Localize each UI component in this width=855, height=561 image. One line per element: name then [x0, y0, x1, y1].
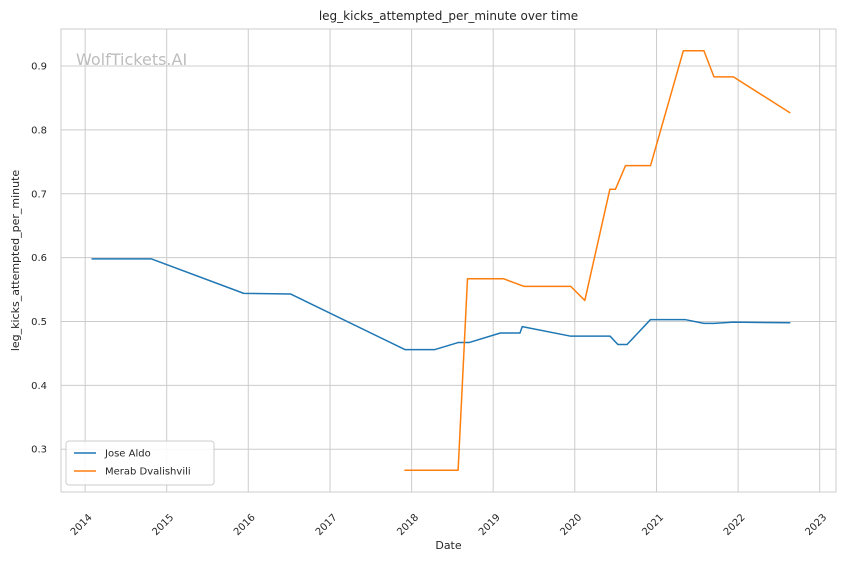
y-axis-label: leg_kicks_attempted_per_minute: [9, 170, 22, 352]
y-axis-ticks: 0.3 0.4 0.5 0.6 0.7 0.8 0.9: [31, 62, 47, 456]
legend-box: [65, 440, 215, 486]
y-tick-label: 0.8: [31, 125, 47, 136]
series-line-1: [404, 49, 791, 472]
y-tick-label: 0.5: [31, 317, 47, 328]
plot-frame: [60, 28, 837, 493]
legend-label-0: Jose Aldo: [104, 449, 151, 460]
grid-layer: [61, 29, 836, 492]
legend-label-1: Merab Dvalishvili: [105, 467, 191, 478]
y-tick-label: 0.4: [31, 381, 47, 392]
x-axis-label: Date: [435, 539, 462, 552]
y-tick-label: 0.7: [31, 189, 47, 200]
y-tick-label: 0.9: [31, 62, 47, 73]
series-layer: [91, 49, 791, 472]
watermark-text: WolfTickets.AI: [76, 50, 187, 69]
chart-title: leg_kicks_attempted_per_minute over time: [319, 9, 578, 23]
y-tick-label: 0.3: [31, 445, 47, 456]
legend: Jose Aldo Merab Dvalishvili: [65, 440, 215, 486]
series-line-0: [91, 258, 791, 351]
y-tick-label: 0.6: [31, 253, 47, 264]
